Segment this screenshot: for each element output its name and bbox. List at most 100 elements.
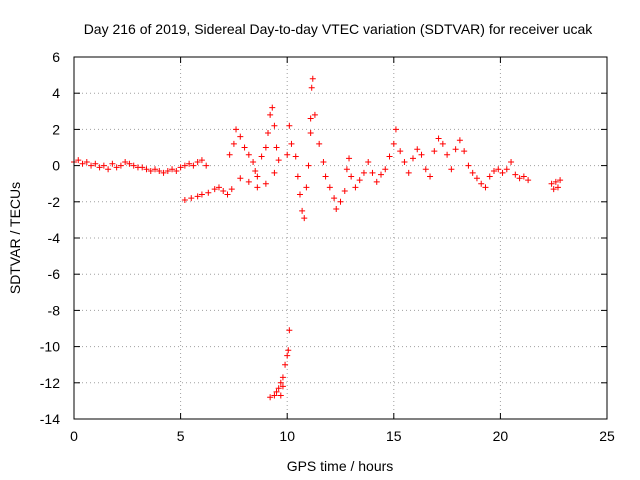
x-tick-label: 20 [493, 428, 509, 444]
data-point [316, 140, 323, 147]
data-point [360, 169, 367, 176]
data-point [160, 169, 167, 176]
data-point [181, 162, 188, 169]
data-point [286, 327, 293, 334]
data-point [245, 151, 252, 158]
data-point [254, 184, 261, 191]
data-point [220, 187, 227, 194]
data-point [296, 191, 303, 198]
data-point [203, 162, 210, 169]
data-point [473, 175, 480, 182]
x-tick-label: 25 [599, 428, 615, 444]
data-point [352, 184, 359, 191]
data-point [177, 164, 184, 171]
data-point [427, 173, 434, 180]
data-point [301, 215, 308, 222]
data-point [79, 160, 86, 167]
data-point [271, 122, 278, 129]
data-point [465, 162, 472, 169]
data-point [173, 168, 180, 175]
data-point [557, 177, 564, 184]
data-point [224, 191, 231, 198]
data-point [373, 178, 380, 185]
data-point [322, 173, 329, 180]
data-point [461, 148, 468, 155]
data-point [75, 157, 82, 164]
data-point [456, 137, 463, 144]
data-point [333, 206, 340, 213]
data-point [320, 158, 327, 165]
x-tick-label: 0 [70, 428, 78, 444]
data-point [284, 352, 291, 359]
data-point [198, 191, 205, 198]
data-point [311, 111, 318, 118]
data-point [96, 164, 103, 171]
data-point [414, 146, 421, 153]
data-point [237, 133, 244, 140]
y-tick-label: -14 [40, 411, 60, 427]
y-tick-label: 4 [52, 85, 60, 101]
data-point [548, 180, 555, 187]
data-point [262, 144, 269, 151]
data-point [245, 178, 252, 185]
data-point [499, 169, 506, 176]
data-point [516, 175, 523, 182]
data-point [190, 162, 197, 169]
data-point [279, 374, 286, 381]
data-point [205, 189, 212, 196]
data-point [130, 162, 137, 169]
data-point [478, 180, 485, 187]
data-point [431, 148, 438, 155]
data-point [258, 153, 265, 160]
data-point [305, 162, 312, 169]
data-point [341, 187, 348, 194]
data-point [271, 392, 278, 399]
data-point [188, 195, 195, 202]
x-tick-label: 15 [386, 428, 402, 444]
data-point [326, 184, 333, 191]
data-point [156, 168, 163, 175]
data-point [105, 166, 112, 173]
data-point [512, 171, 519, 178]
y-axis-label: SDTVAR / TECUs [7, 182, 23, 294]
data-point [288, 140, 295, 147]
data-point [346, 155, 353, 162]
data-point [143, 166, 150, 173]
axis-ticks [73, 56, 608, 420]
data-point [126, 160, 133, 167]
data-point [282, 361, 289, 368]
data-point [92, 160, 99, 167]
data-point [275, 157, 282, 164]
data-point [273, 144, 280, 151]
data-point [267, 394, 274, 401]
data-point [378, 171, 385, 178]
data-point [307, 130, 314, 137]
data-point [525, 177, 532, 184]
chart-title: Day 216 of 2019, Sidereal Day-to-day VTE… [84, 21, 594, 37]
data-point [267, 111, 274, 118]
data-point [194, 158, 201, 165]
data-point [147, 168, 154, 175]
data-point [365, 158, 372, 165]
data-point [520, 173, 527, 180]
data-point [390, 140, 397, 147]
data-point [275, 385, 282, 392]
data-point [169, 166, 176, 173]
data-point [369, 169, 376, 176]
data-point [100, 162, 107, 169]
data-point [356, 177, 363, 184]
data-point [273, 388, 280, 395]
data-point [284, 151, 291, 158]
data-point [401, 158, 408, 165]
data-point [241, 144, 248, 151]
data-point [409, 155, 416, 162]
data-point [491, 168, 498, 175]
data-point [215, 184, 222, 191]
data-point [422, 166, 429, 173]
data-point [299, 207, 306, 214]
data-point [348, 173, 355, 180]
data-point [495, 166, 502, 173]
data-points [71, 75, 564, 401]
data-point [285, 347, 292, 354]
